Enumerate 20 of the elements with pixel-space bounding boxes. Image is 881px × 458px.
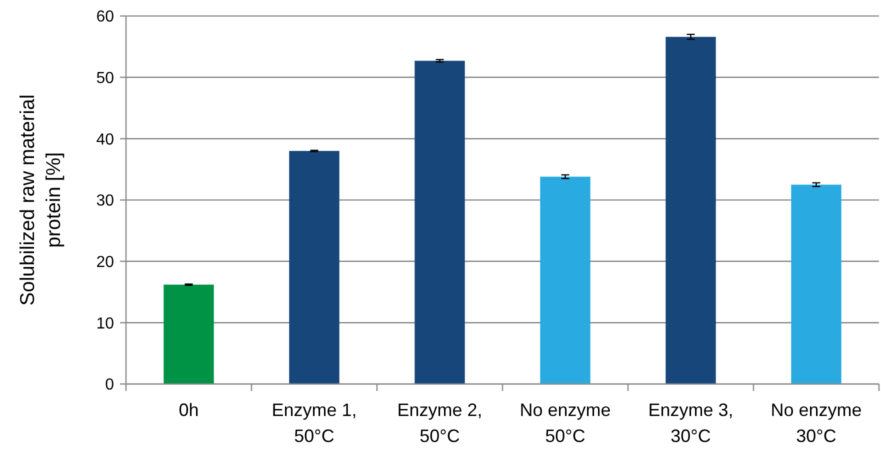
x-tick-label: Enzyme 3, 30°C (648, 400, 734, 446)
y-tick-label: 20 (96, 254, 114, 271)
x-tick-label: Enzyme 2, 50°C (397, 400, 482, 446)
x-tick-label: Enzyme 1, 50°C (272, 400, 357, 446)
y-axis-title: Solubilized raw material protein [%] (17, 94, 65, 306)
y-tick-label: 30 (96, 192, 114, 210)
bar (164, 284, 214, 384)
x-tick-label: 0h (178, 400, 199, 420)
x-tick-label: No enzyme 50°C (520, 400, 611, 446)
y-tick-label: 60 (96, 8, 114, 26)
bar (540, 176, 590, 384)
bar (414, 60, 465, 384)
x-tick-label: No enzyme 30°C (770, 400, 862, 446)
bar (791, 184, 842, 384)
bar (666, 36, 716, 384)
y-tick-label: 40 (96, 131, 114, 148)
y-tick-label: 10 (96, 315, 114, 332)
y-tick-label: 0 (105, 376, 114, 394)
y-tick-label: 50 (96, 70, 114, 87)
bar (289, 150, 340, 384)
